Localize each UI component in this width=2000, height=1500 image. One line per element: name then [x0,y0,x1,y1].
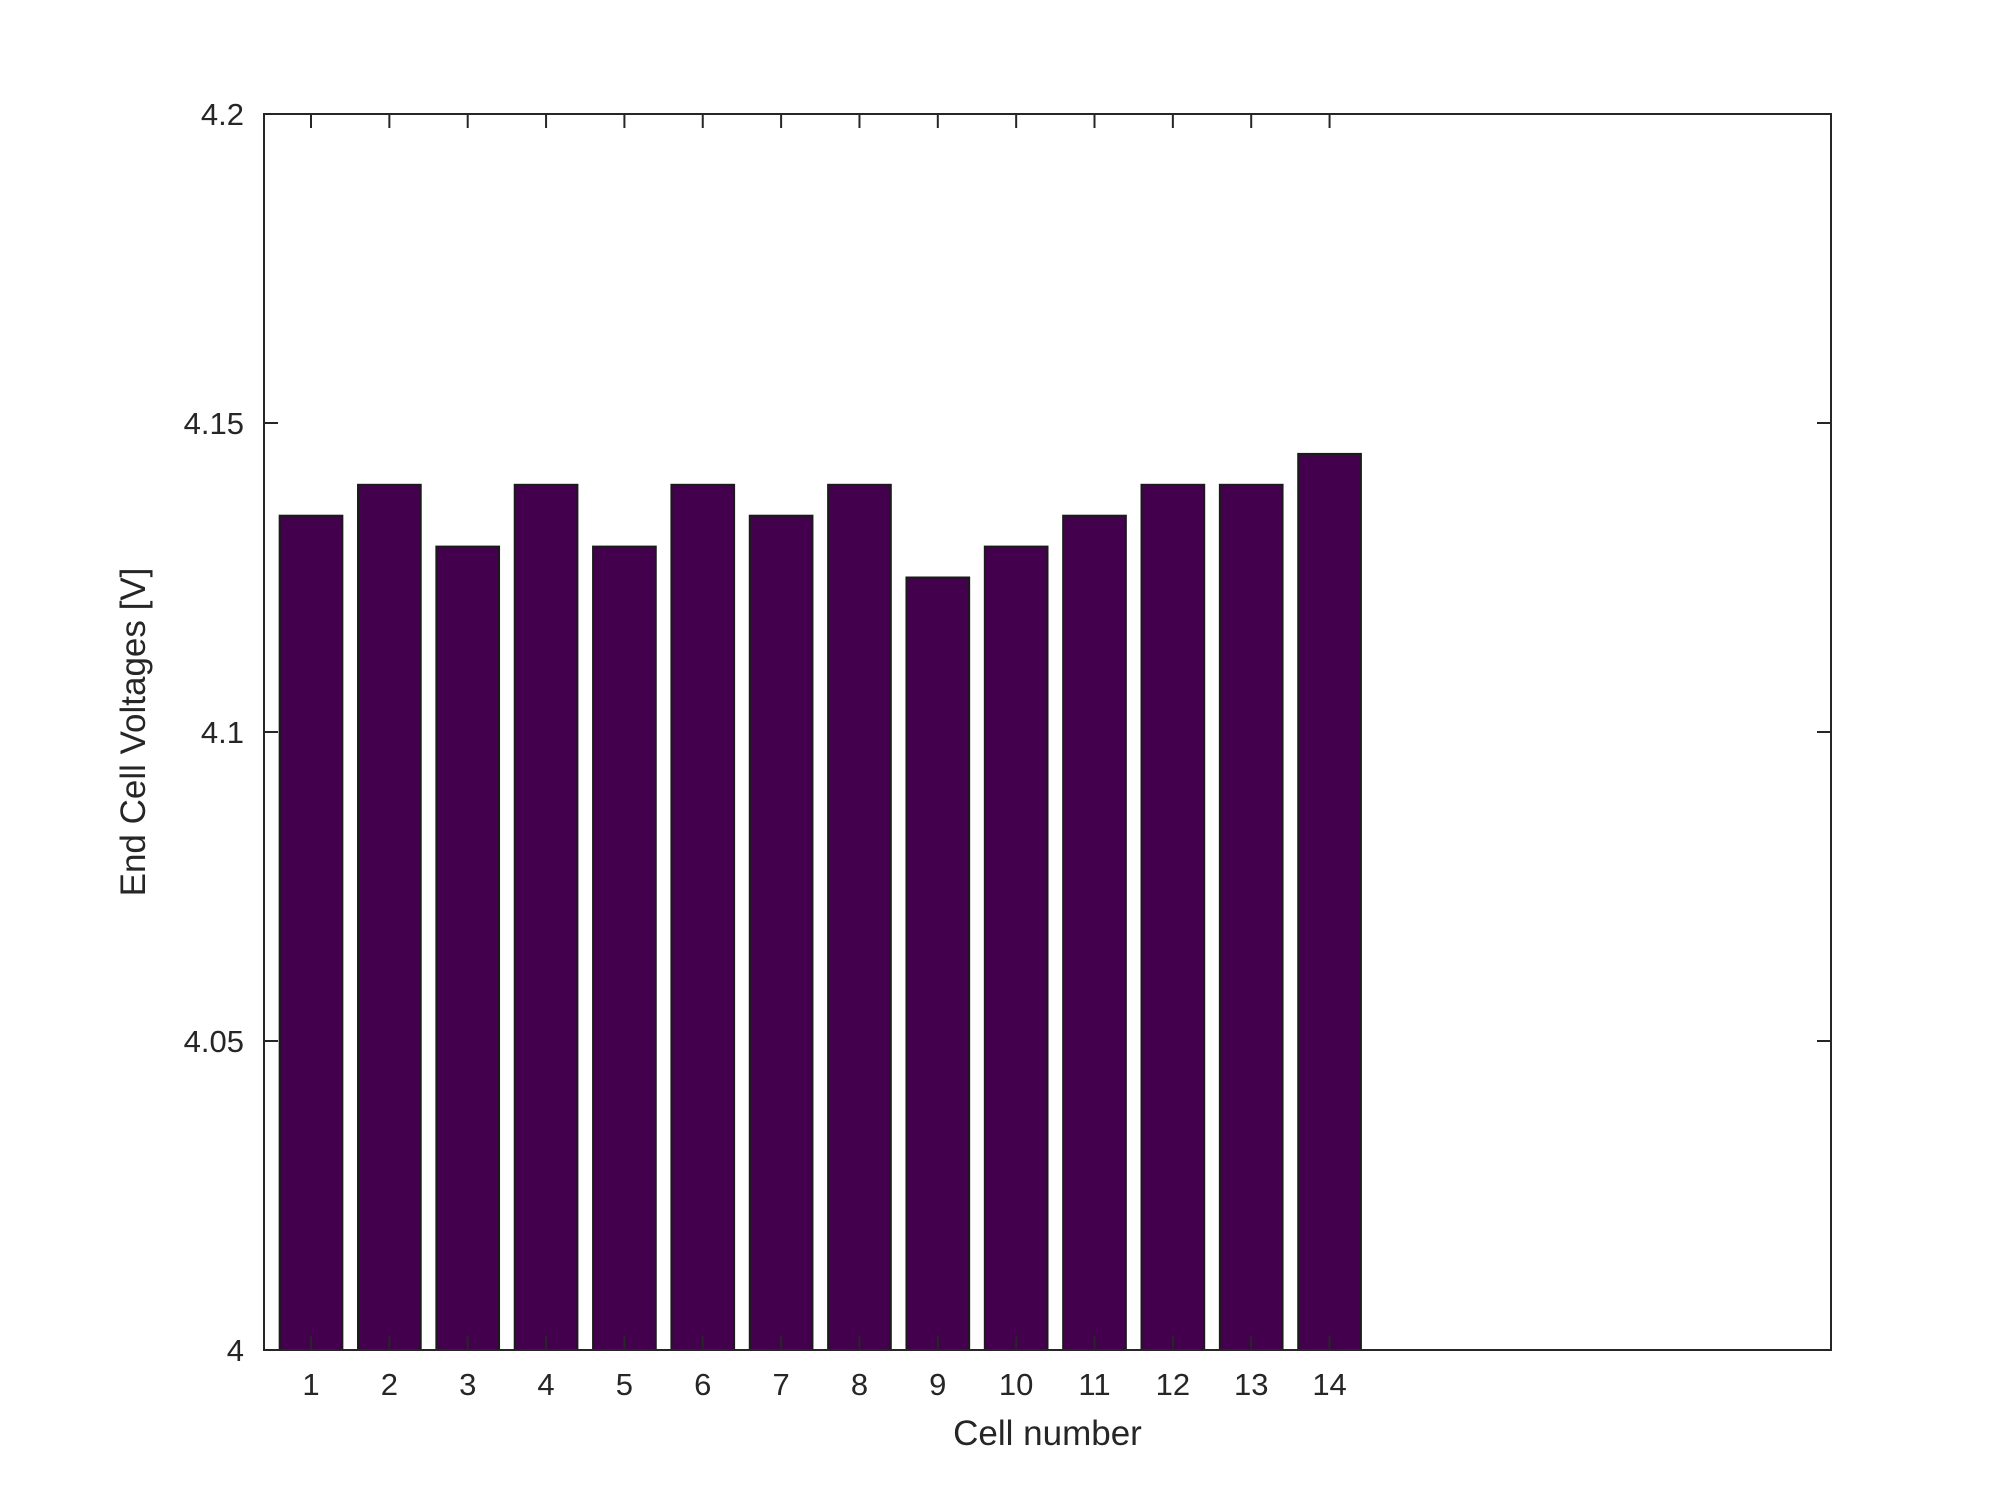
x-tick-label: 11 [1078,1367,1110,1402]
bar-cell-6 [670,483,736,1351]
bar-cell-10 [983,545,1049,1351]
bar-cell-2 [357,483,422,1351]
x-tick-label: 14 [1312,1367,1346,1402]
x-tick-label: 2 [381,1367,398,1402]
x-tick-label: 12 [1156,1367,1190,1402]
y-tick-label: 4.05 [184,1024,244,1059]
x-tick-label: 8 [851,1367,868,1402]
bar-cell-14 [1297,452,1362,1351]
x-axis-label: Cell number [953,1414,1142,1453]
bar-cell-13 [1218,483,1284,1351]
bar-cell-1 [278,514,344,1351]
x-tick-label: 1 [302,1367,319,1402]
bar-cell-11 [1062,514,1127,1351]
x-tick-label: 4 [537,1367,554,1402]
bar-cell-9 [905,576,971,1351]
x-tick-label: 3 [459,1367,476,1402]
y-tick-label: 4.15 [184,406,244,441]
bars-layer [278,452,1362,1351]
x-tick-label: 10 [999,1367,1033,1402]
y-axis-label: End Cell Voltages [V] [114,568,153,897]
y-tick-label: 4.2 [201,97,244,132]
ticks-layer [264,113,1831,1351]
y-tick-label: 4.1 [201,715,244,750]
x-tick-label: 6 [694,1367,711,1402]
bar-cell-3 [435,545,501,1351]
bar-cell-7 [748,514,814,1351]
x-tick-label: 7 [772,1367,789,1402]
y-tick-label: 4 [227,1333,244,1368]
x-tick-label: 5 [616,1367,633,1402]
bar-cell-12 [1140,483,1206,1351]
x-tick-label: 13 [1234,1367,1268,1402]
bar-cell-5 [592,545,657,1351]
x-tick-label: 9 [929,1367,946,1402]
bar-cell-4 [513,483,579,1351]
bar-cell-8 [827,483,892,1351]
